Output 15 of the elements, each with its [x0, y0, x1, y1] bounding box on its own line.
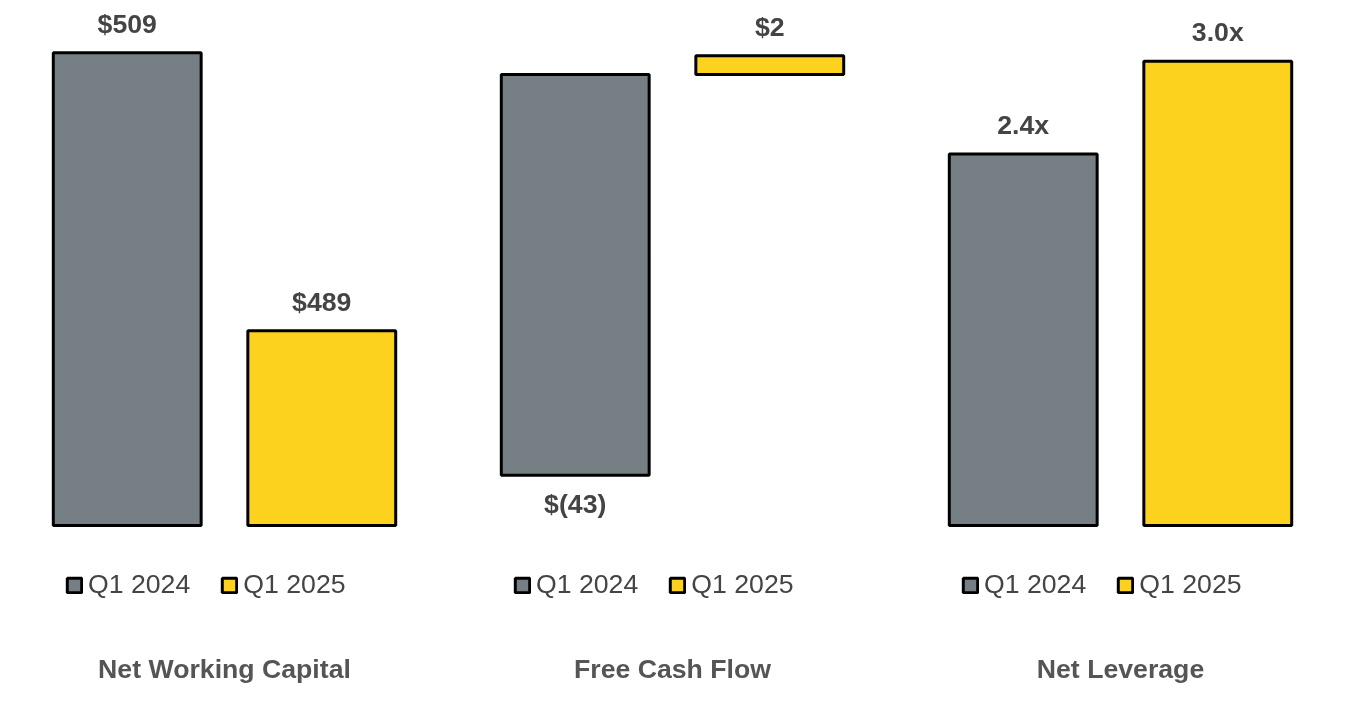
data-label: $489: [292, 286, 352, 317]
legend-label: Q1 2025: [243, 569, 346, 600]
data-label: 2.4x: [997, 110, 1050, 141]
text: Net Working Capital: [98, 653, 351, 684]
legend-label: Q1 2025: [691, 569, 794, 600]
data-label: 3.0x: [1191, 17, 1244, 48]
legend-label: Q1 2024: [536, 569, 639, 600]
text: Free Cash Flow: [574, 653, 772, 684]
legend-label: Q1 2025: [1139, 569, 1242, 600]
legend-label: Q1 2024: [88, 569, 191, 600]
data-label: $509: [97, 8, 157, 39]
text: Net Leverage: [1036, 653, 1205, 684]
data-label: $2: [754, 11, 785, 42]
legend-label: Q1 2024: [984, 569, 1087, 600]
data-label: $(43): [544, 489, 607, 520]
